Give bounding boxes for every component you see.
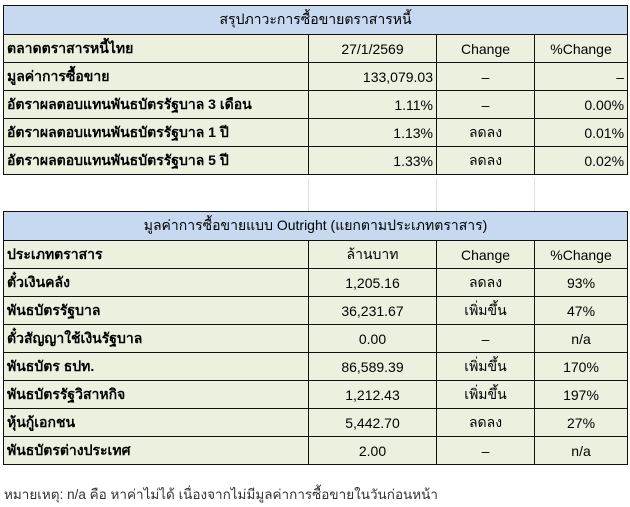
column-header: ประเภทตราสาร bbox=[3, 240, 309, 269]
table-row: พันธบัตร ธปท. 86,589.39 เพิ่มขึ้น 170% bbox=[3, 352, 629, 381]
value-cell: 2.00 bbox=[308, 436, 437, 465]
row-label: ตั๋วเงินคลัง bbox=[3, 268, 309, 297]
pct-change-cell: 93% bbox=[533, 268, 629, 297]
column-header: ตลาดตราสารหนี้ไทย bbox=[3, 34, 309, 63]
row-label: อัตราผลตอบแทนพันธบัตรรัฐบาล 5 ปี bbox=[3, 146, 309, 175]
pct-change-cell: n/a bbox=[533, 324, 629, 353]
value-cell: 0.00 bbox=[308, 324, 437, 353]
row-label: พันธบัตร ธปท. bbox=[3, 352, 309, 381]
table-title: สรุปภาวะการซื้อขายตราสารหนี้ bbox=[2, 5, 629, 35]
row-label: อัตราผลตอบแทนพันธบัตรรัฐบาล 1 ปี bbox=[3, 118, 309, 147]
row-label: พันธบัตรรัฐวิสาหกิจ bbox=[3, 380, 309, 409]
column-header: 27/1/2569 bbox=[308, 34, 437, 63]
table-title: มูลค่าการซื้อขายแบบ Outright (แยกตามประเ… bbox=[2, 211, 629, 241]
change-cell: – bbox=[436, 90, 535, 119]
column-header: Change bbox=[436, 34, 535, 63]
value-cell: 36,231.67 bbox=[308, 296, 437, 325]
row-label: อัตราผลตอบแทนพันธบัตรรัฐบาล 3 เดือน bbox=[3, 90, 309, 119]
table-row: หุ้นกู้เอกชน 5,442.70 ลดลง 27% bbox=[3, 408, 629, 437]
value-cell: 5,442.70 bbox=[308, 408, 437, 437]
value-cell: 133,079.03 bbox=[308, 62, 437, 91]
row-label: พันธบัตรต่างประเทศ bbox=[3, 436, 309, 465]
column-header: ล้านบาท bbox=[308, 240, 437, 269]
change-cell: เพิ่มขึ้น bbox=[436, 352, 535, 381]
footnote: หมายเหตุ: n/a คือ หาค่าไม่ได้ เนื่องจากไ… bbox=[4, 487, 438, 502]
pct-change-cell: 47% bbox=[533, 296, 629, 325]
pct-change-cell: 27% bbox=[533, 408, 629, 437]
table-row: พันธบัตรต่างประเทศ 2.00– n/a bbox=[3, 436, 629, 465]
table-row: อัตราผลตอบแทนพันธบัตรรัฐบาล 1 ปี 1.13% ลดล… bbox=[3, 118, 629, 147]
row-label: มูลค่าการซื้อขาย bbox=[3, 62, 309, 91]
pct-change-cell: 170% bbox=[533, 352, 629, 381]
table-row: พันธบัตรรัฐวิสาหกิจ 1,212.43 เพิ่มขึ้น 197% bbox=[3, 380, 629, 409]
value-cell: 1.33% bbox=[308, 146, 437, 175]
table-title-row: มูลค่าการซื้อขายแบบ Outright (แยกตามประเ… bbox=[2, 211, 629, 241]
value-cell: 1,205.16 bbox=[308, 268, 437, 297]
change-cell: ลดลง bbox=[436, 146, 535, 175]
column-header: %Change bbox=[533, 34, 629, 63]
change-cell: – bbox=[436, 324, 535, 353]
table-row: ตั๋วเงินคลัง 1,205.16 ลดลง 93% bbox=[3, 268, 629, 297]
change-cell: ลดลง bbox=[436, 268, 535, 297]
change-cell: – bbox=[436, 62, 535, 91]
bond-market-summary-table: สรุปภาวะการซื้อขายตราสารหนี้ ตลาดตราสารห… bbox=[2, 5, 629, 175]
column-header: %Change bbox=[533, 240, 629, 269]
row-label: พันธบัตรรัฐบาล bbox=[3, 296, 309, 325]
table-row: อัตราผลตอบแทนพันธบัตรรัฐบาล 5 ปี 1.33% ลดล… bbox=[3, 146, 629, 175]
outright-trading-table: มูลค่าการซื้อขายแบบ Outright (แยกตามประเ… bbox=[2, 211, 629, 465]
change-cell: – bbox=[436, 436, 535, 465]
header-row: ตลาดตราสารหนี้ไทย 27/1/2569 Change %Change bbox=[3, 34, 629, 63]
table-row: พันธบัตรรัฐบาล 36,231.67 เพิ่มขึ้น 47% bbox=[3, 296, 629, 325]
change-cell: ลดลง bbox=[436, 118, 535, 147]
change-cell: เพิ่มขึ้น bbox=[436, 296, 535, 325]
table-title-row: สรุปภาวะการซื้อขายตราสารหนี้ bbox=[2, 5, 629, 35]
value-cell: 1,212.43 bbox=[308, 380, 437, 409]
change-cell: เพิ่มขึ้น bbox=[436, 380, 535, 409]
table-row: มูลค่าการซื้อขาย 133,079.03– – bbox=[3, 62, 629, 91]
pct-change-cell: n/a bbox=[533, 436, 629, 465]
pct-change-cell: 0.00% bbox=[533, 90, 629, 119]
pct-change-cell: 0.02% bbox=[533, 146, 629, 175]
pct-change-cell: 197% bbox=[533, 380, 629, 409]
pct-change-cell: 0.01% bbox=[533, 118, 629, 147]
value-cell: 86,589.39 bbox=[308, 352, 437, 381]
value-cell: 1.11% bbox=[308, 90, 437, 119]
spreadsheet-gridlines bbox=[0, 178, 630, 211]
column-header: Change bbox=[436, 240, 535, 269]
table-row: ตั๋วสัญญาใช้เงินรัฐบาล 0.00– n/a bbox=[3, 324, 629, 353]
table-row: อัตราผลตอบแทนพันธบัตรรัฐบาล 3 เดือน 1.11%… bbox=[3, 90, 629, 119]
row-label: หุ้นกู้เอกชน bbox=[3, 408, 309, 437]
header-row: ประเภทตราสาร ล้านบาท Change %Change bbox=[3, 240, 629, 269]
change-cell: ลดลง bbox=[436, 408, 535, 437]
row-label: ตั๋วสัญญาใช้เงินรัฐบาล bbox=[3, 324, 309, 353]
pct-change-cell: – bbox=[533, 62, 629, 91]
value-cell: 1.13% bbox=[308, 118, 437, 147]
